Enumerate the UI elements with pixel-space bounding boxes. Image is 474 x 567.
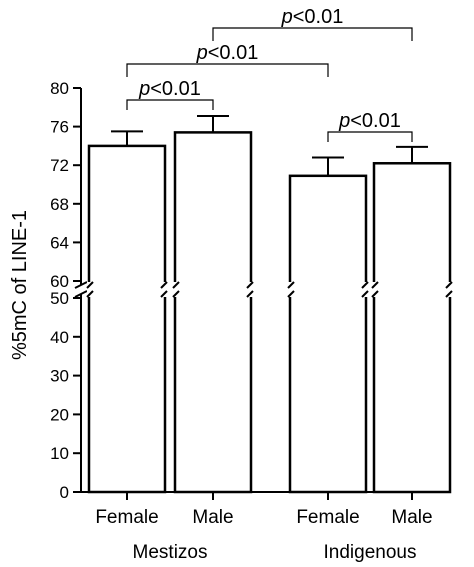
bar-break-mark [246, 290, 254, 298]
significance-bracket [126, 99, 214, 110]
y-tick-label: 10 [50, 444, 69, 463]
bar-break-mark [86, 290, 94, 298]
y-tick-label: 76 [50, 118, 69, 137]
significance-label: p<0.01 [138, 78, 201, 100]
group-label: Indigenous [324, 542, 417, 563]
bar-break-gap [288, 282, 368, 297]
significance-bracket [327, 131, 413, 142]
bar-break-mark [371, 290, 379, 298]
bar-break-mark [361, 281, 369, 289]
y-tick-label: 68 [50, 195, 69, 214]
significance-label: p<0.01 [196, 42, 259, 64]
bar [372, 162, 452, 494]
y-tick-label: 40 [50, 328, 69, 347]
bar-break-mark [172, 281, 180, 289]
x-tick-label: Male [391, 507, 432, 528]
y-tick-label: 20 [50, 405, 69, 424]
bar-break-mark [246, 281, 254, 289]
bar [288, 174, 368, 494]
y-axis-label: %5mC of LINE-1 [9, 210, 31, 360]
annotations: p<0.01 p<0.01 p<0.01 p<0.01 [126, 6, 413, 142]
group-label: Mestizos [133, 542, 208, 563]
bar-break-mark [160, 290, 168, 298]
axis-break-mark [74, 290, 88, 298]
bar-break-gap [372, 282, 452, 297]
x-tick-label: Female [296, 507, 359, 528]
bar-break-mark [371, 281, 379, 289]
bar-break-mark [86, 281, 94, 289]
bar [87, 144, 167, 494]
axes: 60 64 68 72 76 80 0 10 20 30 40 50 Female Male Female M… [50, 79, 440, 563]
bars [86, 114, 453, 494]
significance-bracket [212, 27, 413, 41]
bar-break-mark [160, 281, 168, 289]
y-tick-label: 80 [50, 79, 69, 98]
bar-break-mark [445, 281, 453, 289]
bar [173, 131, 253, 494]
x-tick-label: Female [95, 507, 158, 528]
axis-break-mark [74, 281, 88, 289]
bar-break-mark [287, 281, 295, 289]
y-tick-label: 50 [50, 289, 69, 308]
x-tick-label: Male [192, 507, 233, 528]
bar-break-mark [287, 290, 295, 298]
y-tick-label: 0 [60, 483, 69, 502]
y-tick-label: 30 [50, 367, 69, 386]
bar-break-mark [445, 290, 453, 298]
y-tick-label: 64 [50, 233, 69, 252]
significance-bracket [126, 63, 329, 77]
y-tick-label: 60 [50, 272, 69, 291]
bar-break-gap [173, 282, 253, 297]
significance-label: p<0.01 [281, 6, 344, 28]
y-tick-label: 72 [50, 156, 69, 175]
bar-break-mark [172, 290, 180, 298]
bar-break-gap [87, 282, 167, 297]
significance-label: p<0.01 [338, 110, 401, 132]
bar-break-mark [361, 290, 369, 298]
